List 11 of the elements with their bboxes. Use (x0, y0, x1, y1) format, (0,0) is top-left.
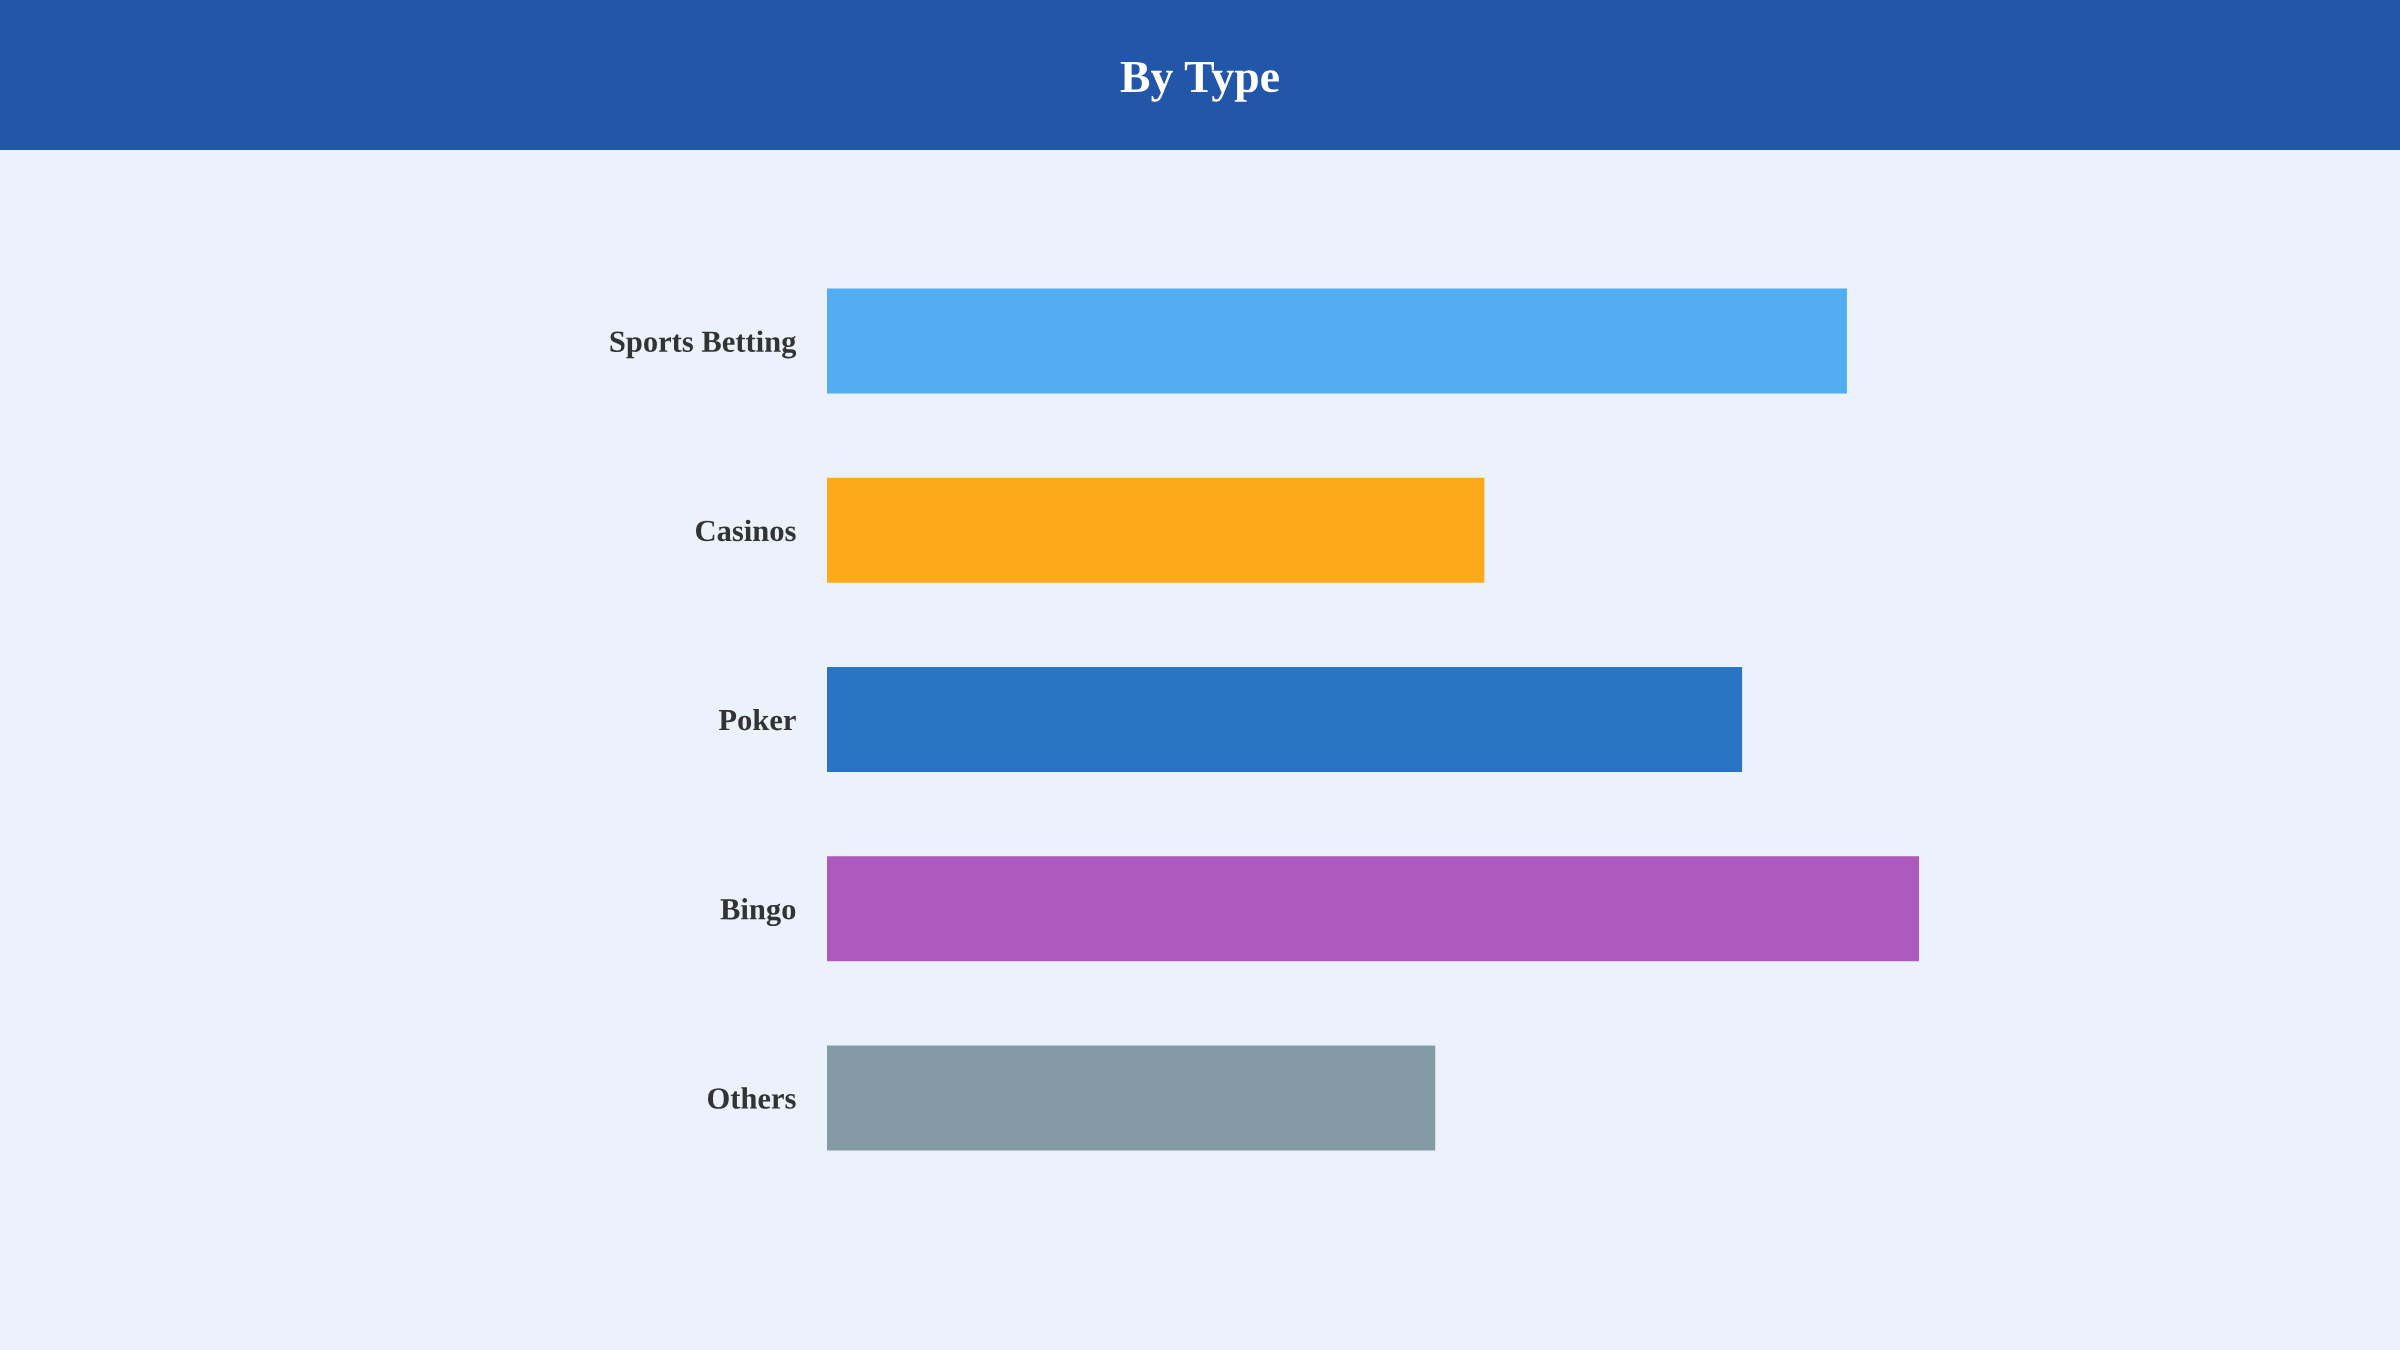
bar (827, 1045, 1436, 1151)
y-tick-label: Poker (718, 708, 796, 731)
bar (827, 856, 1919, 962)
y-tick-label: Bingo (720, 898, 796, 927)
y-tick-label: Casinos (696, 519, 796, 542)
bar (827, 477, 1485, 583)
bar (827, 288, 1847, 394)
chart-title: By Type (1120, 61, 1279, 102)
bar (827, 667, 1743, 772)
y-tick-label: Sports Betting (610, 330, 797, 359)
y-tick-label: Others (707, 1087, 796, 1109)
